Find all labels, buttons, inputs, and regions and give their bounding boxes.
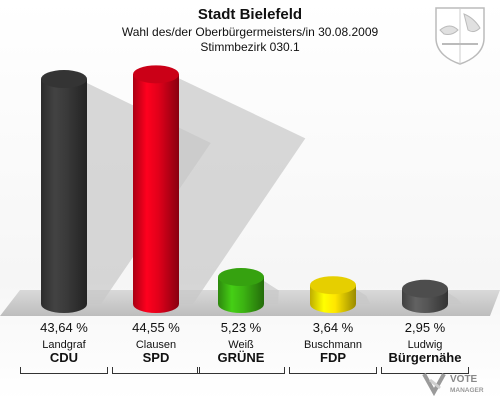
bar-body <box>218 277 264 313</box>
party-label: FDP <box>320 350 346 365</box>
label-bracket <box>112 367 200 374</box>
bar-shadow <box>179 78 306 304</box>
bar-fdp <box>310 276 356 313</box>
logo-vote-text: VOTE <box>450 374 478 385</box>
bar-top <box>310 276 356 295</box>
bar-value-label: 43,64 % <box>40 320 88 335</box>
candidate-name-label: Clausen <box>135 339 177 351</box>
bar-body <box>41 79 87 313</box>
party-label: SPD <box>142 350 170 365</box>
bar-value-label: 2,95 % <box>404 320 446 335</box>
logo-manager-text: MANAGER <box>450 387 484 394</box>
bar-top <box>218 268 264 287</box>
bar-shadow <box>356 289 370 304</box>
votemanager-logo: VOTE MANAGER <box>420 370 496 397</box>
bar-top <box>402 279 448 298</box>
label-bracket <box>20 367 108 374</box>
bar-spd <box>133 65 179 313</box>
bar-value-label: 44,55 % <box>132 320 180 335</box>
bar-value-label: 5,23 % <box>220 320 262 335</box>
candidate-name-label: Weiß <box>228 339 254 351</box>
bar-bürgernähe <box>402 279 448 313</box>
candidate-name-label: Ludwig <box>407 339 443 351</box>
chart-subtitle-district: Stimmbezirk 030.1 <box>200 40 300 54</box>
party-label: GRÜNE <box>217 350 265 365</box>
coat-of-arms-icon <box>435 7 485 65</box>
bar-top <box>41 70 87 89</box>
bar-grüne <box>218 268 264 313</box>
party-label: Bürgernähe <box>388 350 462 365</box>
candidate-name-label: Landgraf <box>42 339 86 351</box>
candidate-name-label: Buschmann <box>303 339 363 351</box>
label-bracket <box>197 367 285 374</box>
bar-cdu <box>41 70 87 313</box>
bar-top <box>133 65 179 84</box>
bar-value-label: 3,64 % <box>312 320 354 335</box>
label-bracket <box>289 367 377 374</box>
bar-body <box>133 74 179 313</box>
chart-subtitle-election: Wahl des/der Oberbürgermeisters/in 30.08… <box>121 25 379 39</box>
party-label: CDU <box>49 350 79 365</box>
bar-shadow <box>448 292 462 304</box>
bar-shadow <box>264 281 279 304</box>
chart-title: Stadt Bielefeld <box>197 6 303 23</box>
